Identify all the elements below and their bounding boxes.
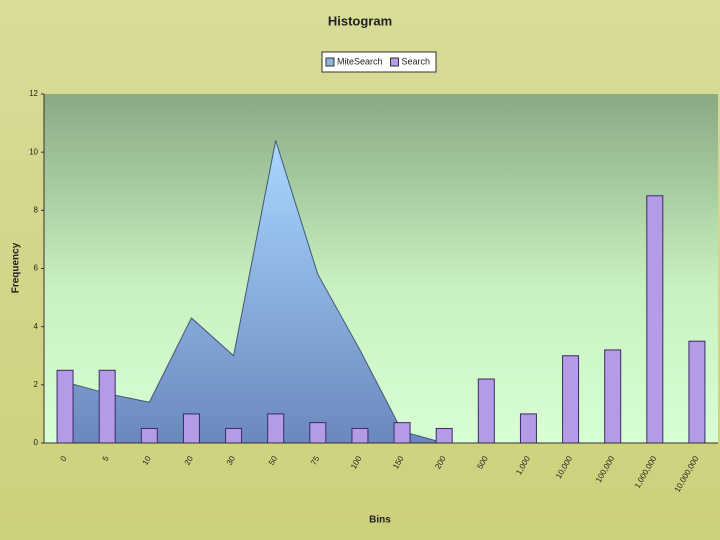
bar: [309, 422, 327, 444]
y-tick-label: 8: [34, 205, 39, 214]
y-tick-label: 6: [34, 264, 39, 273]
y-tick-label: 12: [29, 89, 38, 98]
bar: [225, 427, 243, 444]
bar: [98, 369, 116, 444]
legend-label: Search: [402, 56, 431, 66]
bar: [56, 369, 74, 444]
legend-swatch: [390, 57, 400, 67]
bar: [604, 349, 622, 444]
bar: [140, 427, 158, 444]
legend: [321, 51, 437, 73]
legend-label: MiteSearch: [337, 56, 383, 66]
bar: [267, 413, 285, 444]
bar: [351, 427, 369, 444]
bar: [435, 427, 453, 444]
y-axis-label: Frequency: [11, 242, 22, 293]
x-tick-label: 5: [101, 454, 111, 463]
bar: [393, 422, 411, 444]
bar: [646, 195, 664, 444]
y-tick-label: 4: [34, 322, 39, 331]
legend-swatch: [325, 57, 335, 67]
bar: [477, 378, 495, 444]
x-axis-label: Bins: [369, 515, 391, 526]
chart-title: Histogram: [328, 13, 392, 28]
bar: [182, 413, 200, 444]
y-tick-label: 0: [34, 438, 39, 447]
x-tick-label: 0: [59, 454, 69, 463]
bar: [519, 413, 537, 444]
bar: [688, 340, 706, 444]
bar: [562, 355, 580, 444]
y-tick-label: 2: [34, 380, 39, 389]
y-tick-label: 10: [29, 147, 38, 156]
